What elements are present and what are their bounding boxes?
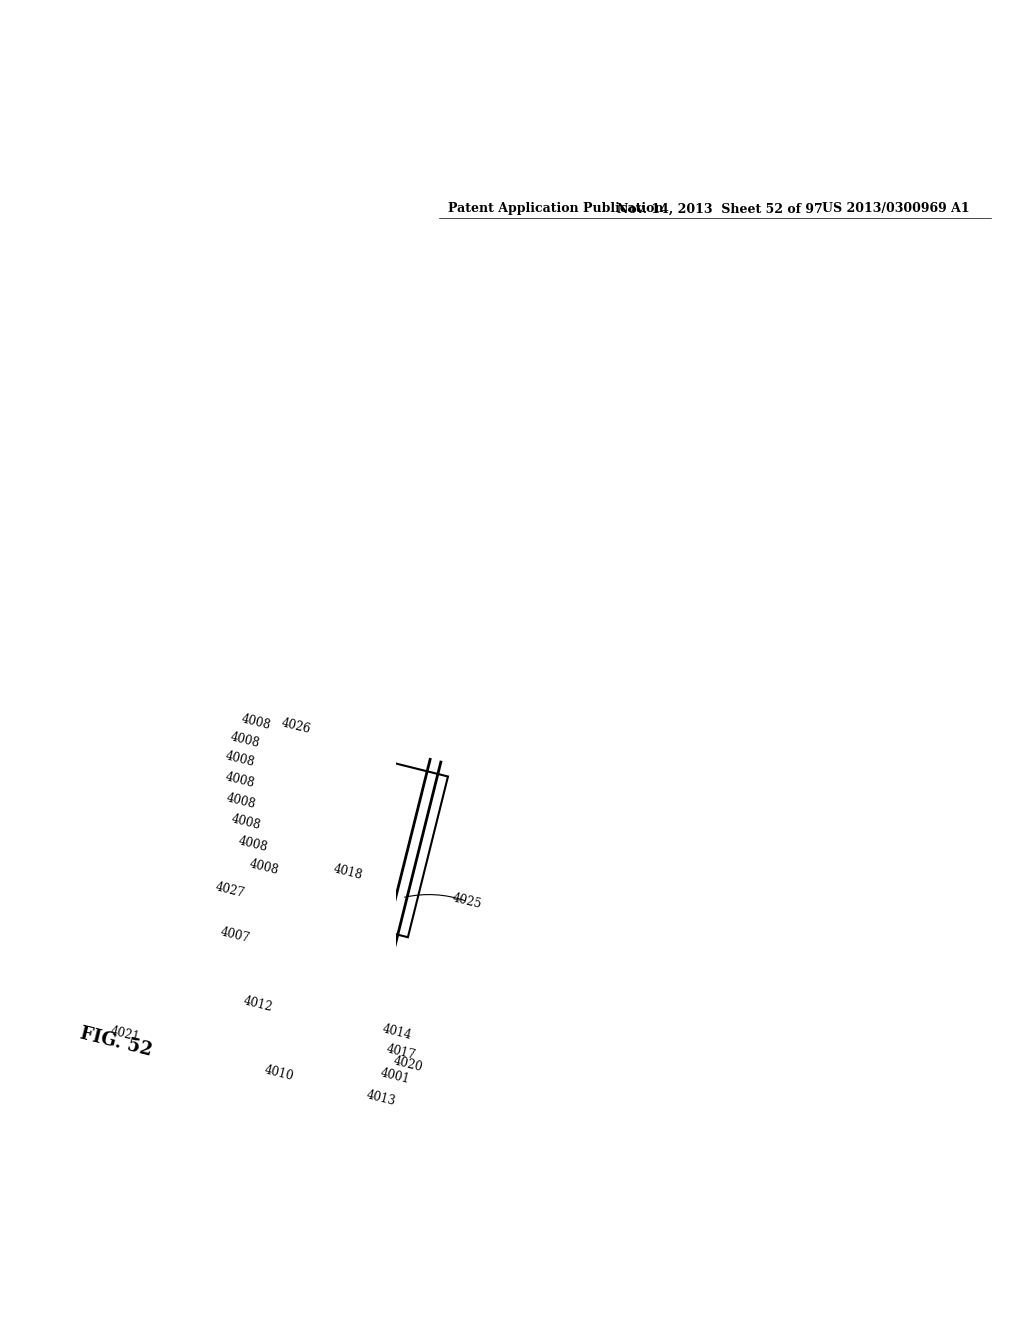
Text: FIG. 52: FIG. 52 [79,1024,155,1059]
Polygon shape [245,1038,303,1060]
Polygon shape [243,1002,378,1049]
Polygon shape [321,1052,379,1084]
Polygon shape [227,748,263,768]
Polygon shape [224,719,257,737]
Polygon shape [289,896,351,923]
Text: US 2013/0300969 A1: US 2013/0300969 A1 [822,202,970,215]
Text: 4008: 4008 [225,791,257,810]
Text: 4014: 4014 [381,1023,413,1043]
Polygon shape [166,1014,394,1088]
Text: 4013: 4013 [365,1088,396,1107]
Polygon shape [176,981,262,1014]
Text: 4027: 4027 [214,880,246,900]
Text: 4012: 4012 [243,994,274,1014]
Polygon shape [242,1047,301,1072]
Text: 4020: 4020 [392,1053,424,1073]
Polygon shape [253,816,299,838]
Polygon shape [292,884,354,911]
Text: 4008: 4008 [237,834,269,854]
Polygon shape [238,928,324,981]
Polygon shape [238,940,350,987]
Polygon shape [238,928,324,981]
Polygon shape [326,1035,383,1067]
Text: 4021: 4021 [109,1024,140,1044]
Text: 4025: 4025 [452,891,483,911]
Polygon shape [280,858,336,882]
Polygon shape [247,986,381,1034]
Polygon shape [309,812,337,833]
Text: 4017: 4017 [385,1043,418,1063]
Polygon shape [230,738,266,756]
Polygon shape [319,768,347,792]
Polygon shape [221,730,254,748]
Text: 4008: 4008 [240,713,272,733]
Text: 4008: 4008 [224,750,256,770]
Polygon shape [232,961,345,1008]
Text: 4010: 4010 [263,1063,295,1082]
Polygon shape [244,792,286,813]
Polygon shape [264,841,315,866]
Text: Nov. 14, 2013  Sheet 52 of 97: Nov. 14, 2013 Sheet 52 of 97 [616,202,822,215]
Polygon shape [289,747,447,937]
Polygon shape [314,789,342,812]
Text: 4026: 4026 [281,715,312,737]
Polygon shape [247,911,357,949]
Text: Patent Application Publication: Patent Application Publication [447,202,664,215]
Polygon shape [247,781,288,801]
Text: 4008: 4008 [229,812,262,832]
Text: 4007: 4007 [218,925,251,945]
Polygon shape [276,869,333,894]
Polygon shape [173,993,259,1026]
Polygon shape [238,759,276,779]
Text: 4008: 4008 [223,771,256,791]
Text: 4001: 4001 [379,1067,412,1086]
Polygon shape [366,1019,401,1039]
Polygon shape [256,805,302,826]
Text: 4008: 4008 [229,730,261,750]
Text: 4018: 4018 [333,862,365,882]
Polygon shape [160,1038,365,1097]
Polygon shape [171,997,398,1069]
Polygon shape [294,1052,318,1072]
Polygon shape [267,830,317,853]
Polygon shape [157,1045,361,1109]
Polygon shape [234,770,273,791]
Polygon shape [325,748,352,771]
Text: 4008: 4008 [248,857,281,878]
Polygon shape [301,1051,327,1068]
Polygon shape [353,1031,398,1086]
